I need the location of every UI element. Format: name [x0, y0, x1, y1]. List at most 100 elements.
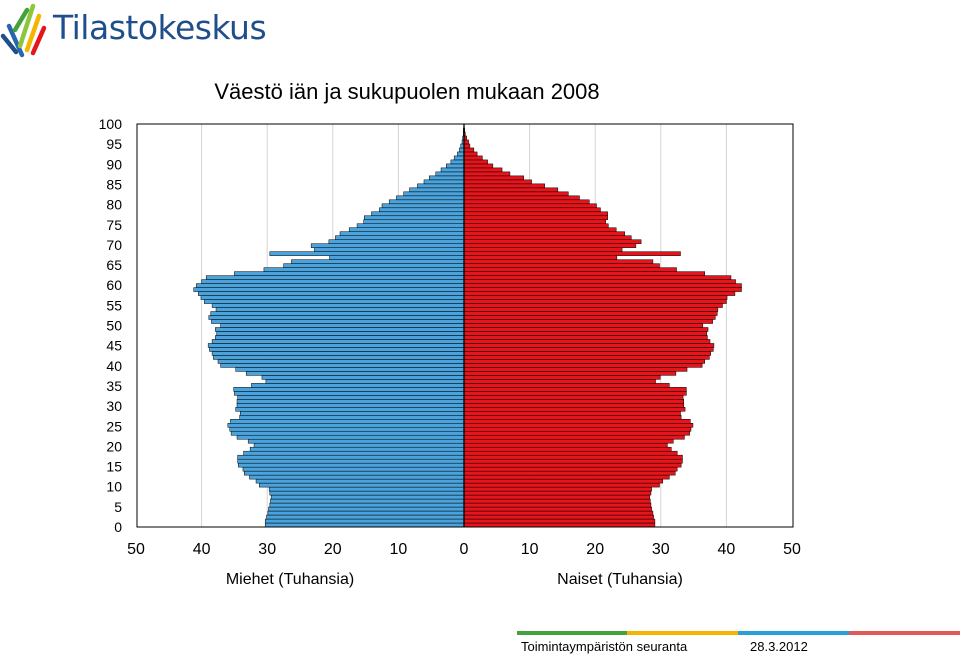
y-tick-label: 25	[106, 418, 122, 434]
men-bar	[220, 363, 465, 368]
women-bar	[463, 183, 545, 189]
men-bar	[446, 163, 465, 169]
y-tick-label: 100	[99, 116, 123, 132]
women-bar	[463, 490, 652, 496]
men-bar	[371, 211, 465, 217]
x-tick-label: 40	[718, 541, 736, 558]
women-bar	[463, 303, 723, 308]
logo-wordmark: Tilastokeskus	[53, 8, 267, 47]
y-tick-label: 10	[106, 479, 122, 495]
men-bar	[363, 219, 465, 225]
men-bar	[261, 375, 465, 380]
men-bar	[230, 419, 465, 424]
men-bar	[339, 231, 465, 236]
women-bar	[463, 259, 654, 264]
women-bar	[463, 255, 618, 260]
men-bar	[255, 478, 465, 484]
women-bar	[463, 446, 672, 452]
men-bar	[215, 307, 465, 312]
men-bar	[270, 494, 465, 500]
men-bar	[428, 175, 465, 181]
women-bar	[463, 155, 483, 161]
men-bar	[423, 179, 465, 185]
men-bar	[268, 486, 465, 492]
men-bar	[245, 371, 465, 376]
men-bar	[253, 442, 465, 448]
x-tick-label: 40	[193, 541, 211, 558]
women-bar	[463, 395, 684, 400]
women-bar	[463, 311, 718, 316]
women-bar	[463, 458, 683, 464]
y-tick-label: 45	[106, 338, 122, 354]
y-tick-label: 85	[106, 176, 122, 192]
women-bar	[463, 143, 471, 149]
men-bar	[193, 287, 465, 292]
women-bar	[463, 239, 642, 244]
men-bar	[440, 167, 465, 173]
men-bar	[459, 147, 465, 153]
men-bar	[251, 383, 465, 388]
men-bar	[259, 482, 465, 488]
men-bar	[388, 199, 465, 205]
men-bar	[208, 315, 465, 320]
women-bar	[463, 295, 728, 300]
men-bar	[270, 498, 465, 504]
women-bar	[463, 275, 732, 280]
x-tick-label: 50	[127, 541, 145, 558]
men-bar	[269, 251, 465, 256]
women-bar	[463, 419, 691, 424]
men-bar	[237, 458, 465, 464]
men-bar	[216, 331, 465, 336]
women-bar	[463, 351, 711, 356]
women-bars	[463, 123, 742, 528]
women-bar	[463, 219, 606, 225]
men-bar	[396, 195, 465, 201]
women-bar	[463, 315, 716, 320]
women-bar	[463, 151, 478, 157]
men-bar	[381, 203, 465, 209]
women-bar	[463, 391, 687, 396]
women-bar	[463, 327, 709, 332]
men-bar	[364, 215, 465, 221]
footer-date: 28.3.2012	[750, 639, 808, 654]
y-tick-label: 95	[106, 136, 122, 152]
x-tick-label: 20	[324, 541, 342, 558]
men-bar	[268, 506, 465, 512]
men-bar	[213, 355, 465, 360]
men-bar	[207, 343, 465, 348]
men-bar	[198, 291, 465, 296]
women-bar	[463, 430, 690, 436]
men-bar	[450, 159, 465, 165]
women-bar	[463, 462, 682, 468]
men-bar	[249, 474, 465, 480]
women-bar	[463, 291, 736, 296]
men-bar	[205, 275, 465, 280]
y-tick-label: 50	[106, 318, 122, 334]
x-label-men: Miehet (Tuhansia)	[226, 571, 354, 588]
women-bar	[463, 283, 742, 288]
men-bar	[211, 339, 465, 344]
men-bar	[266, 514, 465, 520]
women-bar	[463, 450, 678, 456]
men-bar	[329, 255, 465, 260]
men-bar	[453, 155, 465, 161]
women-bar	[463, 247, 623, 252]
x-tick-label: 30	[258, 541, 276, 558]
y-tick-label: 90	[106, 156, 122, 172]
y-axis-ticks: 0 5 10 15 20 25 30 35 40 45 50 55 60 65 70 75 80 85 90 95 10…	[99, 116, 123, 535]
men-bar	[249, 446, 465, 452]
x-tick-label: 30	[652, 541, 670, 558]
men-bar	[196, 283, 465, 288]
x-tick-label: 10	[521, 541, 539, 558]
men-bar	[209, 347, 465, 352]
women-bar	[463, 227, 617, 232]
men-bar	[264, 518, 465, 524]
men-bar	[234, 391, 465, 396]
men-bar	[269, 502, 465, 508]
women-bar	[463, 187, 559, 193]
men-bar	[210, 311, 465, 316]
men-bar	[237, 395, 465, 400]
chart-title: Väestö iän ja sukupuolen mukaan 2008	[214, 79, 599, 104]
x-tick-label: 0	[460, 541, 469, 558]
